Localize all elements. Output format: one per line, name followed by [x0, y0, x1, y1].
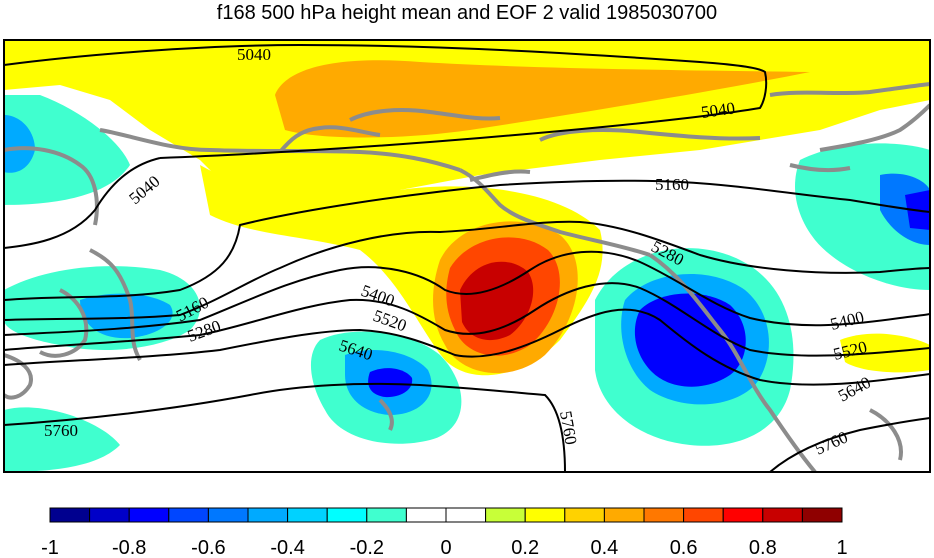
- colorbar-tick-label: 0: [440, 537, 451, 558]
- contour-5760: [4, 382, 566, 472]
- colorbar-swatch: [89, 507, 130, 523]
- colorbar: [49, 507, 843, 523]
- negative-anomaly-west-pacific-core: [80, 293, 173, 339]
- colorbar-swatch: [326, 507, 368, 523]
- positive-anomaly-gulf-core: [460, 261, 534, 341]
- contour-labels: 5040 5040 5040 5160 5160 5280 5280 5400 …: [44, 45, 874, 459]
- contour-5040-west: [4, 157, 161, 249]
- contour-label: 5040: [237, 45, 271, 64]
- colorbar-tick-label: 0.8: [749, 537, 777, 558]
- negative-anomaly-far-west-core: [4, 115, 35, 173]
- negative-anomaly-far-west: [4, 95, 130, 205]
- colorbar-swatch: [247, 507, 289, 523]
- contour-5280: [4, 220, 930, 321]
- colorbar-swatch: [603, 507, 645, 523]
- anomaly-shading: 5040 5040 5040 5160 5160 5280 5280 5400 …: [4, 40, 930, 472]
- contour-label: 5160: [655, 175, 689, 194]
- colorbar-swatch: [524, 507, 566, 523]
- colorbar-swatch: [485, 507, 526, 523]
- contour-5160: [4, 179, 930, 301]
- colorbar-tick-label: 1: [836, 537, 847, 558]
- negative-anomaly-central-pacific-core: [368, 368, 413, 398]
- contour-5640: [4, 308, 930, 386]
- colorbar-swatch: [49, 507, 91, 523]
- colorbar-swatch: [168, 507, 209, 523]
- colorbar-tick-label: 0.2: [511, 537, 539, 558]
- colorbar-tick-label: 0.4: [590, 537, 618, 558]
- colorbar-swatch: [722, 507, 764, 523]
- colorbar-tick-label: -0.4: [270, 537, 304, 558]
- colorbar-swatch: [207, 507, 249, 523]
- contour-5520: [4, 282, 930, 357]
- colorbar-tick-label: -0.6: [191, 537, 225, 558]
- colorbar-swatch: [801, 507, 843, 523]
- contour-label: 5760: [44, 421, 78, 440]
- positive-anomaly-north-core: [275, 60, 810, 138]
- colorbar-swatch: [287, 507, 328, 523]
- colorbar-tick-label: 0.6: [670, 537, 698, 558]
- coastlines: [4, 82, 930, 472]
- colorbar-swatch: [405, 507, 447, 523]
- colorbar-swatch: [762, 507, 803, 523]
- colorbar-swatch: [564, 507, 605, 523]
- contour-label: 5040: [700, 98, 736, 122]
- colorbar-tick-label: -0.8: [112, 537, 146, 558]
- colorbar-tick-labels: -1 -0.8 -0.6 -0.4 -0.2 0 0.2 0.4 0.6 0.8 1: [41, 537, 847, 558]
- contour-5760-east: [769, 417, 930, 472]
- negative-anomaly-west-coast-core: [634, 293, 746, 387]
- map-title: f168 500 hPa height mean and EOF 2 valid…: [216, 2, 718, 24]
- colorbar-swatch: [128, 507, 170, 523]
- colorbar-swatch: [683, 507, 724, 523]
- colorbar-swatch: [366, 507, 407, 523]
- height-contours: [4, 43, 930, 472]
- colorbar-swatch: [445, 507, 487, 523]
- colorbar-tick-label: -0.2: [350, 537, 384, 558]
- map-frame: [3, 39, 931, 473]
- colorbar-tick-label: -1: [41, 537, 59, 558]
- contour-5040-north: [4, 43, 768, 159]
- contour-5400: [4, 250, 930, 336]
- colorbar-swatch: [643, 507, 685, 523]
